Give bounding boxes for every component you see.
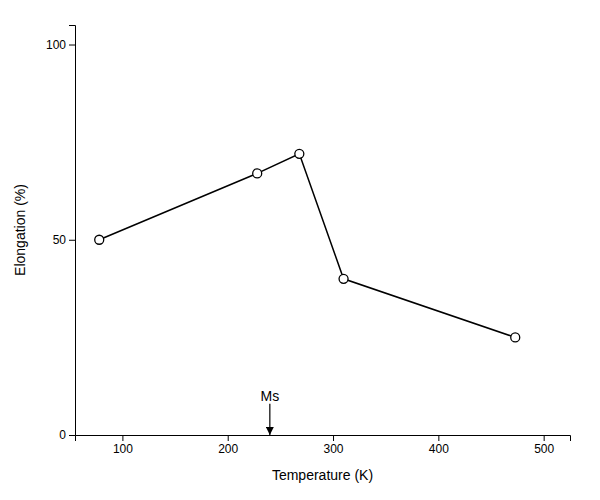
x-tick: 500 [534,435,554,456]
y-axis-line [69,26,76,436]
x-axis-line [76,436,571,442]
x-tick-label: 200 [218,442,238,456]
annotation-text: Ms [261,388,280,404]
annotation-arrow [269,404,270,435]
y-tick-label: 50 [53,233,67,247]
x-axis-title: Temperature (K) [272,467,373,483]
line [99,154,515,338]
plot: 100 200 300 400 500 0 50 100 Temperature (K) Elon… [12,26,571,484]
x-tick: 400 [429,435,449,456]
y-tick: 0 [59,428,75,442]
point [95,235,104,244]
point [339,274,348,283]
x-tick: 300 [324,435,344,456]
marks [95,149,520,342]
y-tick-mark [69,45,75,46]
x-tick-mark [333,435,334,441]
x-tick-mark [544,435,545,441]
x-tick-label: 400 [429,442,449,456]
chart-container: 100 200 300 400 500 0 50 100 Temperature (K) Elon… [0,0,600,500]
y-tick-label: 0 [59,428,66,442]
x-tick: 200 [218,435,238,456]
y-tick: 50 [53,233,75,247]
point [253,169,262,178]
y-axis: 0 50 100 [46,26,76,443]
x-tick-label: 100 [113,442,133,456]
y-tick: 100 [46,38,75,52]
x-tick-label: 500 [534,442,554,456]
point [295,149,304,158]
annotations: Ms [261,388,280,435]
y-tick-mark [69,240,75,241]
x-axis: 100 200 300 400 500 [76,435,571,456]
y-tick-mark [69,435,75,436]
x-tick-mark [438,435,439,441]
y-tick-label: 100 [46,38,66,52]
y-axis-title: Elongation (%) [12,184,28,276]
x-tick-mark [228,435,229,441]
x-tick-label: 300 [324,442,344,456]
x-tick-mark [122,435,123,441]
x-tick: 100 [113,435,133,456]
point [511,333,520,342]
chart-svg: 100 200 300 400 500 0 50 100 Temperature (K) Elon… [0,0,600,500]
